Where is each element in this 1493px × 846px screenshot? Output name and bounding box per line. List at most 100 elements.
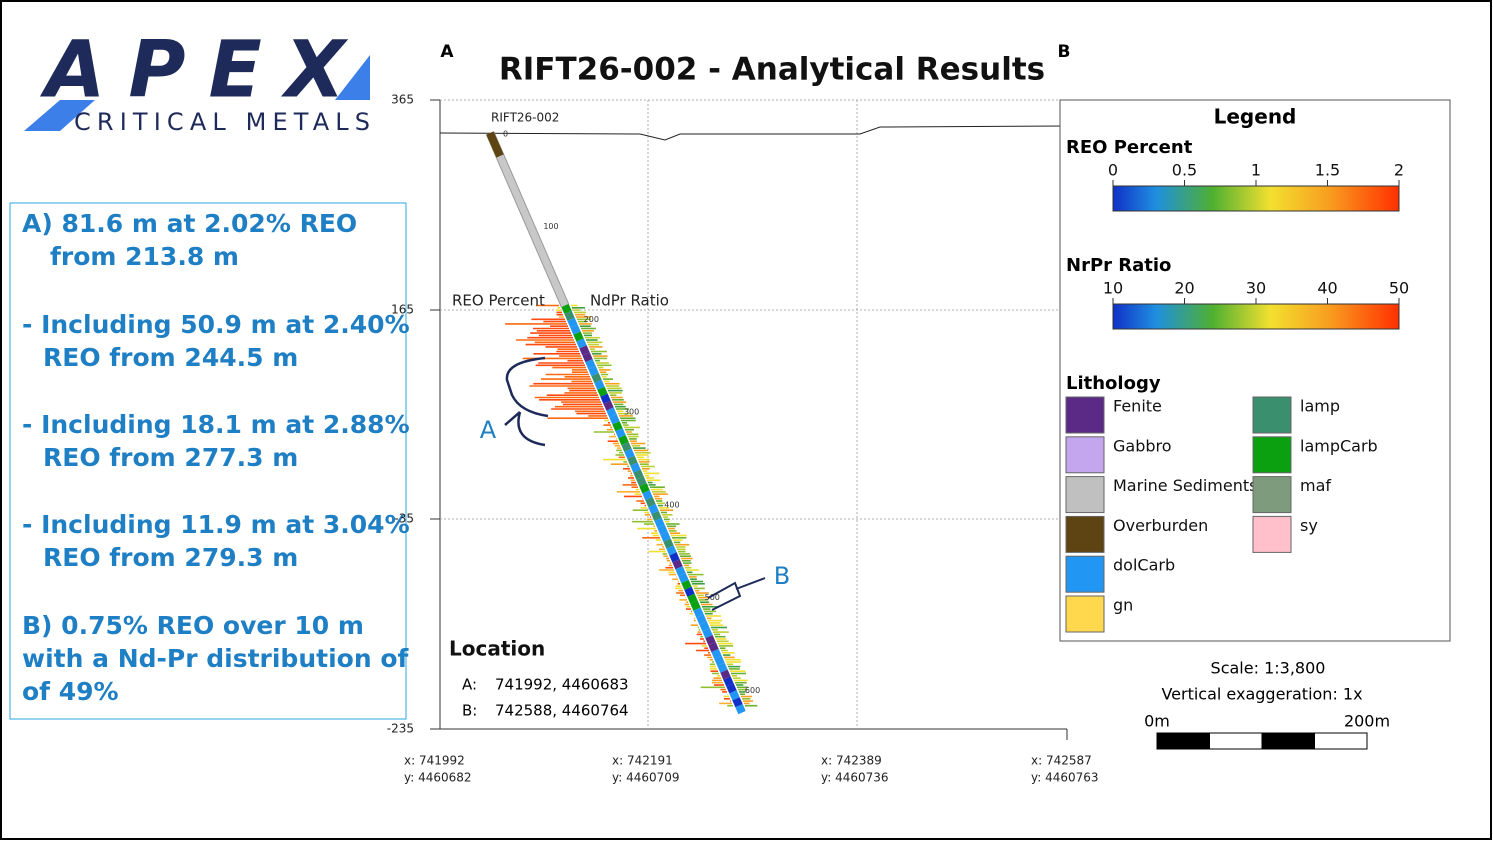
highlight-line: from 213.8 m bbox=[50, 242, 239, 271]
lithology-log bbox=[627, 455, 638, 466]
lithology-swatch bbox=[1065, 555, 1105, 593]
lithology-log bbox=[618, 435, 629, 446]
colorbar-label: 30 bbox=[1246, 279, 1266, 298]
location-key: B: bbox=[462, 702, 477, 720]
lithology-log bbox=[684, 586, 695, 597]
lithology-swatch bbox=[1252, 396, 1292, 434]
hole-overburden bbox=[486, 131, 504, 158]
northing-label: y: 4460763 bbox=[1031, 771, 1099, 785]
colorbar-label: 2 bbox=[1394, 161, 1404, 180]
section-title: RIFT26-002 - Analytical Results bbox=[499, 52, 1045, 88]
colorbar-label: 0 bbox=[1108, 161, 1118, 180]
highlight-line: of 49% bbox=[22, 677, 119, 706]
terrain bbox=[439, 125, 1068, 141]
lithology-log bbox=[624, 448, 635, 459]
lithology-log bbox=[735, 704, 746, 715]
lithology-label: Fenite bbox=[1113, 397, 1162, 416]
lithology-log bbox=[645, 497, 656, 508]
lithology-log bbox=[696, 614, 707, 625]
elevation-label: 165 bbox=[391, 303, 414, 317]
scale-exaggeration: Vertical exaggeration: 1x bbox=[1161, 685, 1362, 704]
colorbar-label: 10 bbox=[1103, 279, 1123, 298]
lithology-label: sy bbox=[1300, 516, 1318, 535]
colorbar-label: 20 bbox=[1174, 279, 1194, 298]
highlight-line: REO from 279.3 m bbox=[43, 543, 298, 572]
elevation-label: -35 bbox=[394, 512, 414, 526]
lithology-label: Gabbro bbox=[1113, 436, 1172, 455]
annotation: A bbox=[480, 416, 497, 444]
lithology-label: Overburden bbox=[1113, 516, 1208, 535]
lithology-log bbox=[729, 690, 740, 701]
lithology-label: dolCarb bbox=[1113, 556, 1175, 575]
reo-label: REO Percent bbox=[452, 292, 545, 310]
colorbar-label: 40 bbox=[1317, 279, 1337, 298]
colorbar bbox=[1112, 185, 1400, 212]
section-end: B bbox=[1058, 42, 1071, 62]
lithology-log bbox=[654, 517, 665, 528]
lithology-log bbox=[570, 324, 581, 335]
northing-label: y: 4460682 bbox=[404, 771, 472, 785]
lithology-log bbox=[705, 635, 716, 646]
lithology-log bbox=[666, 545, 677, 556]
lithology-log bbox=[726, 683, 737, 694]
logo-mark bbox=[24, 100, 95, 131]
depth-label: 500 bbox=[705, 593, 720, 602]
lithology-log bbox=[588, 366, 599, 377]
logo-mark bbox=[335, 55, 370, 100]
lithology-swatch bbox=[1065, 476, 1105, 514]
scale-bar bbox=[1261, 732, 1315, 750]
lithology-swatch bbox=[1065, 436, 1105, 474]
lithology-log bbox=[636, 476, 647, 487]
location-key: A: bbox=[462, 676, 477, 694]
lithology-log bbox=[582, 352, 593, 363]
lithology-log bbox=[615, 428, 626, 439]
depth-label: 100 bbox=[543, 222, 558, 231]
lithology-log bbox=[648, 504, 659, 515]
depth-label: 0 bbox=[503, 130, 508, 139]
lithology-log bbox=[597, 386, 608, 397]
lithology-log bbox=[702, 628, 713, 639]
lithology-swatch bbox=[1065, 396, 1105, 434]
lithology-log bbox=[717, 662, 728, 673]
lithology-log bbox=[594, 379, 605, 390]
depth-label: 600 bbox=[745, 686, 760, 695]
lithology-swatch bbox=[1252, 436, 1292, 474]
lithology-log bbox=[708, 642, 719, 653]
depth-label: 200 bbox=[584, 315, 599, 324]
lithology-log bbox=[732, 697, 743, 708]
lithology-log bbox=[687, 593, 698, 604]
colorbar-title: NrPr Ratio bbox=[1066, 255, 1171, 276]
location-title: Location bbox=[449, 637, 545, 661]
lithology-swatch bbox=[1065, 515, 1105, 553]
lithology-log bbox=[663, 538, 674, 549]
lithology-title: Lithology bbox=[1066, 373, 1161, 394]
lithology-label: Marine Sediments bbox=[1113, 476, 1257, 495]
colorbar-label: 1.5 bbox=[1315, 161, 1340, 180]
highlight-line: REO from 244.5 m bbox=[43, 343, 298, 372]
lithology-log bbox=[564, 310, 575, 321]
highlight-line: - Including 11.9 m at 3.04% bbox=[22, 510, 410, 539]
lithology-log bbox=[660, 531, 671, 542]
lithology-log bbox=[690, 600, 701, 611]
scale-ratio: Scale: 1:3,800 bbox=[1211, 659, 1326, 678]
depth-label: 400 bbox=[664, 500, 679, 509]
lithology-log bbox=[675, 566, 686, 577]
hole-trace bbox=[486, 131, 569, 307]
lithology-log bbox=[723, 676, 734, 687]
lithology-log bbox=[651, 510, 662, 521]
highlight-line: B) 0.75% REO over 10 m bbox=[22, 611, 364, 640]
annotation-bracket bbox=[504, 356, 549, 447]
lithology-log bbox=[576, 338, 587, 349]
lithology-log bbox=[621, 441, 632, 452]
scale-bar bbox=[1314, 732, 1368, 750]
section-start: A bbox=[440, 42, 454, 62]
highlight-line: with a Nd-Pr distribution of bbox=[22, 644, 410, 673]
easting-label: x: 741992 bbox=[404, 754, 465, 768]
hole-name: RIFT26-002 bbox=[491, 111, 559, 125]
annotation: B bbox=[774, 562, 790, 590]
lithology-log bbox=[612, 421, 623, 432]
lithology-log bbox=[657, 524, 668, 535]
lithology-log bbox=[669, 552, 680, 563]
elevation-label: 365 bbox=[391, 93, 414, 107]
lithology-swatch bbox=[1252, 476, 1292, 514]
